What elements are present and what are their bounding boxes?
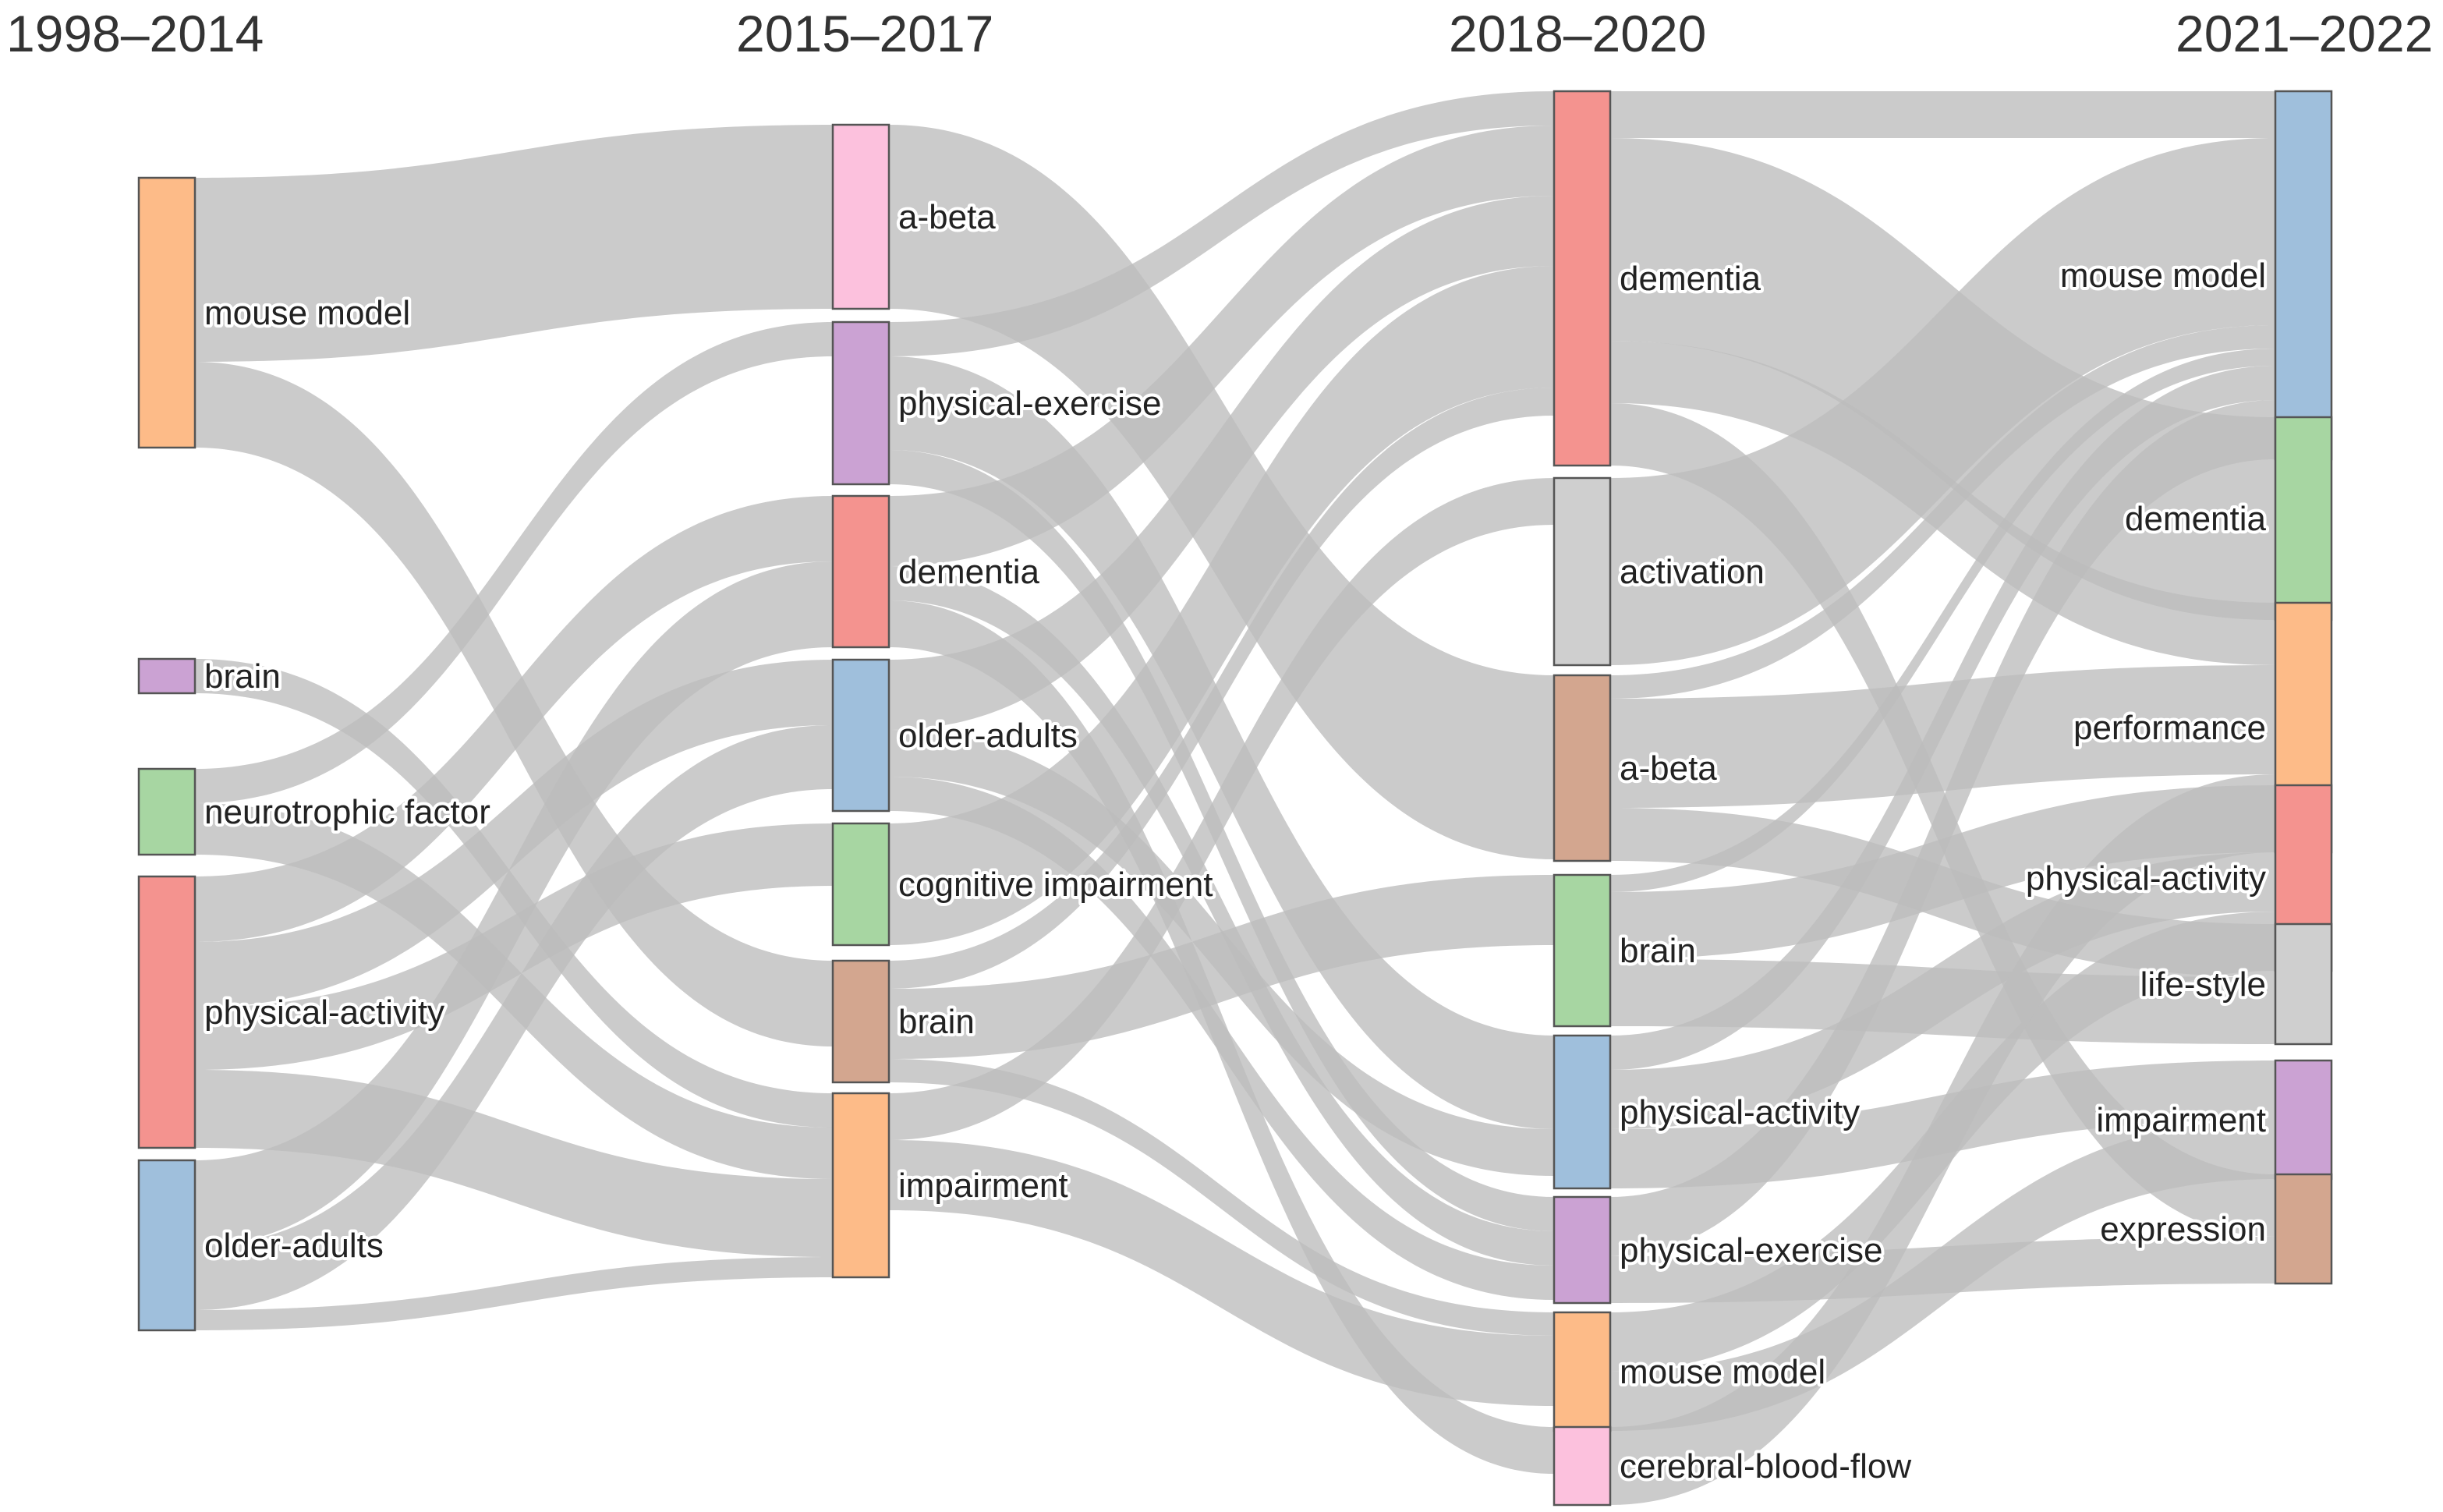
flow-link xyxy=(889,566,1554,1266)
flow-link xyxy=(1610,774,2275,1505)
keyword-nodes xyxy=(137,90,2333,1507)
node-labels: mouse model brain neurotrophic factor physi… xyxy=(201,195,2270,1489)
node-label: cerebral-blood-flow xyxy=(1620,1447,1911,1485)
keyword-node xyxy=(1553,1034,1612,1190)
keyword-node xyxy=(2274,1059,2333,1181)
node-label: a-beta xyxy=(898,198,996,236)
period-title: 2015–2017 xyxy=(736,5,993,62)
flow-link xyxy=(889,1140,1554,1406)
period-titles: 1998–2014 2015–2017 2018–2020 2021–2022 xyxy=(6,5,2433,62)
flow-link xyxy=(195,496,833,942)
keyword-node xyxy=(1553,1311,1612,1432)
node-label: performance xyxy=(2073,709,2266,747)
keyword-node xyxy=(1553,1195,1612,1305)
keyword-node xyxy=(2274,922,2333,1046)
node-label: dementia xyxy=(898,553,1040,591)
node-label: impairment xyxy=(2096,1101,2266,1139)
keyword-node xyxy=(831,959,890,1084)
flow-link xyxy=(1610,366,2275,1070)
keyword-node xyxy=(831,1092,890,1279)
node-label: life-style xyxy=(2140,965,2266,1004)
keyword-node xyxy=(1553,1425,1612,1507)
keyword-node xyxy=(137,1159,197,1332)
node-label: brain xyxy=(1620,932,1696,970)
node-label: physical-activity xyxy=(204,993,444,1032)
flow-link xyxy=(1610,1120,2275,1431)
node-label: activation xyxy=(1620,553,1765,591)
keyword-node xyxy=(831,658,890,813)
flow-link xyxy=(195,561,833,1246)
flow-link xyxy=(889,91,1554,356)
keyword-node xyxy=(831,320,890,486)
flow-link xyxy=(889,1059,1554,1336)
flow-link xyxy=(195,1257,833,1330)
keyword-node xyxy=(831,494,890,649)
flow-link xyxy=(1610,852,2275,1129)
period-title: 1998–2014 xyxy=(6,5,264,62)
flow-link xyxy=(889,266,1554,945)
keyword-node xyxy=(1553,674,1612,862)
keyword-node xyxy=(2274,1173,2333,1285)
node-label: older-adults xyxy=(898,717,1078,755)
keyword-node xyxy=(831,822,890,947)
node-label: expression xyxy=(2100,1210,2266,1248)
node-label: brain xyxy=(204,657,281,696)
keyword-node xyxy=(1553,476,1612,667)
flow-link xyxy=(1610,785,2275,959)
period-title: 2018–2020 xyxy=(1449,5,1706,62)
flow-link xyxy=(1610,325,2275,699)
keyword-node xyxy=(137,176,197,449)
flow-link xyxy=(1610,91,2275,138)
flow-link xyxy=(195,322,833,803)
flow-link xyxy=(1610,349,2275,892)
keyword-node xyxy=(831,123,890,310)
node-label: mouse model xyxy=(204,294,410,332)
node-label: mouse model xyxy=(1620,1353,1825,1391)
flow-link xyxy=(1610,138,2275,665)
node-label: physical-exercise xyxy=(1620,1231,1882,1269)
keyword-node xyxy=(137,875,197,1149)
flow-link xyxy=(889,126,1554,566)
keyword-node xyxy=(1553,873,1612,1028)
node-label: a-beta xyxy=(1620,749,1717,788)
node-label: physical-exercise xyxy=(898,384,1161,423)
flow-link xyxy=(195,660,833,1007)
node-label: brain xyxy=(898,1003,975,1041)
keyword-node xyxy=(2274,416,2333,621)
flow-link xyxy=(889,356,1554,1129)
node-label: dementia xyxy=(1620,260,1761,298)
node-label: cognitive impairment xyxy=(898,866,1213,904)
flow-links xyxy=(195,91,2275,1505)
node-label: mouse model xyxy=(2060,257,2266,295)
keyword-node xyxy=(2274,90,2333,461)
period-title: 2021–2022 xyxy=(2176,5,2433,62)
keyword-node xyxy=(137,767,197,856)
flow-link xyxy=(195,125,833,362)
keyword-node xyxy=(137,657,197,695)
node-label: neurotrophic factor xyxy=(204,793,490,831)
flow-link xyxy=(889,875,1554,1059)
flow-link xyxy=(195,725,833,1310)
flow-link xyxy=(889,450,1554,1231)
flow-link xyxy=(889,196,1554,730)
node-label: older-adults xyxy=(204,1227,384,1265)
flow-link xyxy=(889,777,1554,1300)
flow-link xyxy=(889,478,1554,1140)
keyword-node xyxy=(1553,90,1612,467)
node-label: physical-activity xyxy=(2026,859,2266,898)
flow-link xyxy=(889,388,1554,989)
flow-link xyxy=(1610,665,2275,808)
node-label: impairment xyxy=(898,1167,1068,1205)
flow-link xyxy=(1610,400,2275,1256)
node-label: dementia xyxy=(2125,500,2267,538)
node-label: physical-activity xyxy=(1620,1093,1860,1131)
